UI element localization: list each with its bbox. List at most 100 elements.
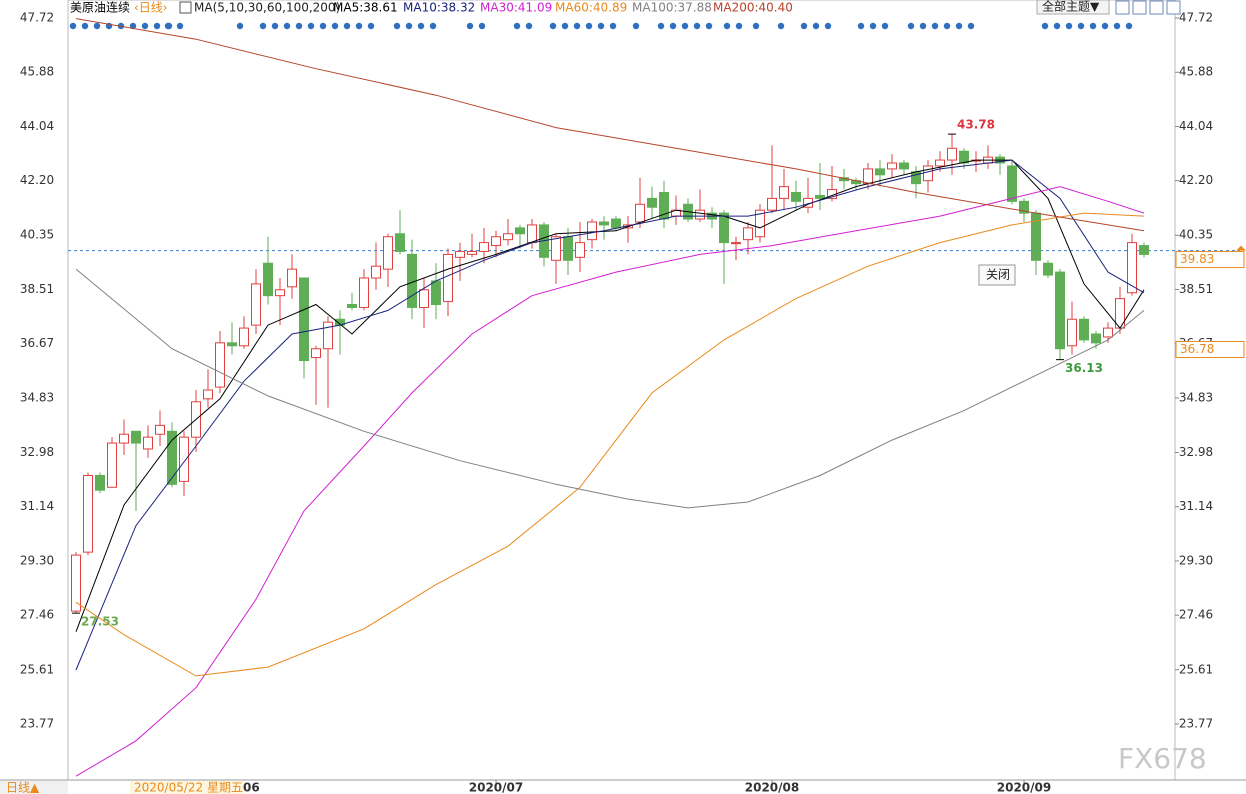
tool-icon[interactable] [1115,0,1130,15]
candle [491,230,501,258]
marker-dot [824,22,832,30]
x-tick-label: 2020/09 [997,781,1051,794]
candle [719,210,729,284]
marker-dot [69,22,77,30]
y-tick-label: 44.04 [1179,119,1213,133]
candle [503,219,513,246]
extreme-label: 43.78 [957,118,995,132]
tool-icon[interactable] [1132,0,1147,15]
marker-dot [307,22,315,30]
y-tick-label: 40.35 [20,228,54,242]
close-button[interactable]: 关闭 [978,264,1016,286]
candle [515,224,525,249]
candle [479,227,489,264]
candle-body [551,236,561,261]
candle [119,419,129,455]
candle-body [443,253,453,303]
marker-dot [881,22,889,30]
candle-body [479,242,489,252]
candle [131,430,141,511]
y-tick-label: 23.77 [20,716,54,730]
candle [311,345,321,405]
marker-dot [153,22,161,30]
marker-dot [1125,22,1133,30]
tool-icon[interactable] [1166,0,1181,15]
tool-icon[interactable] [1149,0,1164,15]
candle [323,316,333,408]
candle-body [83,474,93,553]
button-box[interactable] [1036,0,1110,15]
ma-line [75,212,1145,677]
crosshair-date: 2020/05/22 星期五 [134,781,243,794]
candle-body [347,304,357,308]
x-tick-label: 2020/08 [745,781,799,794]
candle [287,254,297,299]
candle [779,168,789,211]
period-button[interactable]: 日线▲ [0,781,68,794]
extreme-label: 27.53 [81,615,119,629]
candle [179,431,189,497]
marker-dot [907,22,915,30]
marker-dot [657,22,665,30]
candle-body [779,186,789,199]
candle [419,277,429,329]
button-text[interactable]: 日线▲ [6,781,40,794]
marker-dot [955,22,963,30]
marker-dot [777,22,785,30]
candle-body [311,348,321,359]
candle-body [611,218,621,229]
candle-body [203,389,213,400]
theme-button[interactable]: 全部主题▼ [1036,0,1110,15]
button-text[interactable]: 全部主题▼ [1042,0,1100,14]
candle [263,236,273,305]
candle-body [431,280,441,306]
candle-body [563,236,573,261]
candle-body [1043,262,1053,276]
price-label-box [1175,251,1245,269]
marker-dot [943,22,951,30]
price-label: 36.78 [1180,342,1214,356]
y-tick-label: 32.98 [1179,445,1213,459]
plot-frame [67,0,1176,781]
marker-dot [405,22,413,30]
marker-dot [513,22,521,30]
candle [71,552,81,614]
price-label-box [1175,340,1245,358]
candle-body [503,233,513,241]
button-box[interactable] [978,264,1016,286]
candle-body [515,227,525,235]
candle [215,331,225,393]
candle-body [875,168,885,176]
marker-dot [295,22,303,30]
indicator-label: MA(5,10,30,60,100,200) [194,1,340,15]
button-text[interactable]: 关闭 [986,268,1010,282]
marker-dot [1089,22,1097,30]
watermark: FX678 [1118,742,1207,775]
button-box[interactable] [0,781,68,794]
marker-dot [585,22,593,30]
candle [599,216,609,240]
y-tick-label: 42.20 [20,173,54,187]
candle [83,472,93,556]
x-tick-label: 06 [243,781,260,794]
candle [107,437,117,488]
marker-dot [129,22,137,30]
marker-dot [331,22,339,30]
candle-body [1019,200,1029,214]
candle [731,236,741,261]
candle-body [1007,165,1017,202]
candle [575,221,585,273]
y-tick-label: 31.14 [20,499,54,513]
candle-body [299,277,309,362]
marker-dot [478,22,486,30]
candle-body [131,430,141,444]
candle-body [587,221,597,241]
candle [275,277,285,326]
candle [1007,160,1017,205]
marker-dot [597,22,605,30]
candle [875,160,885,187]
candle-body [791,191,801,202]
candle [1079,316,1089,343]
candle-body [419,289,429,308]
candle-body [323,321,333,350]
